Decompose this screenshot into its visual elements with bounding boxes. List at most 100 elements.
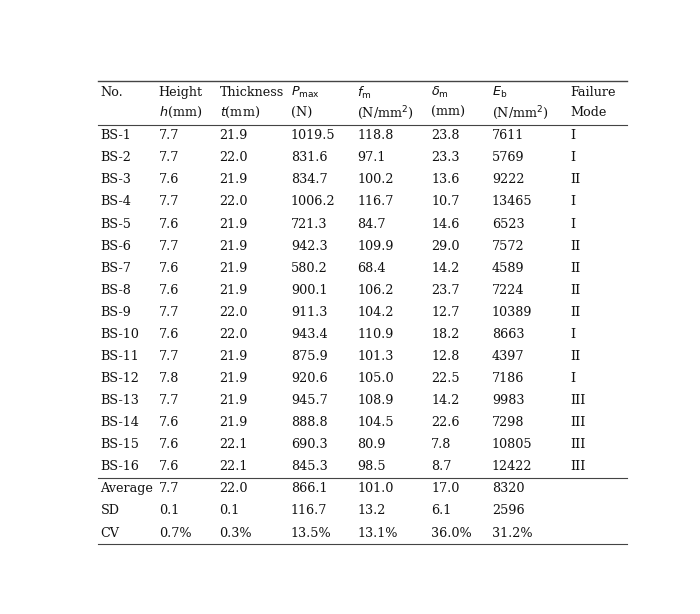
Text: I: I bbox=[570, 130, 575, 142]
Text: 10389: 10389 bbox=[492, 306, 533, 319]
Text: BS-15: BS-15 bbox=[101, 438, 139, 451]
Text: 106.2: 106.2 bbox=[357, 284, 393, 297]
Text: 7.7: 7.7 bbox=[159, 306, 179, 319]
Text: BS-14: BS-14 bbox=[101, 416, 139, 429]
Text: BS-4: BS-4 bbox=[101, 195, 132, 209]
Text: 21.9: 21.9 bbox=[220, 173, 248, 187]
Text: 7298: 7298 bbox=[492, 416, 524, 429]
Text: 18.2: 18.2 bbox=[431, 328, 459, 341]
Text: 7.6: 7.6 bbox=[159, 328, 179, 341]
Text: 831.6: 831.6 bbox=[291, 151, 328, 165]
Text: 36.0%: 36.0% bbox=[431, 527, 472, 540]
Text: 0.1: 0.1 bbox=[159, 505, 179, 518]
Text: 4589: 4589 bbox=[492, 262, 524, 274]
Text: 7.6: 7.6 bbox=[159, 262, 179, 274]
Text: No.: No. bbox=[101, 86, 123, 99]
Text: (N/mm$^2$): (N/mm$^2$) bbox=[492, 104, 549, 122]
Text: 8663: 8663 bbox=[492, 328, 524, 341]
Text: 888.8: 888.8 bbox=[291, 416, 328, 429]
Text: 22.1: 22.1 bbox=[220, 460, 248, 473]
Text: 12422: 12422 bbox=[492, 460, 533, 473]
Text: 8320: 8320 bbox=[492, 483, 524, 495]
Text: II: II bbox=[570, 173, 580, 187]
Text: 866.1: 866.1 bbox=[291, 483, 328, 495]
Text: 12.7: 12.7 bbox=[431, 306, 459, 319]
Text: Thickness: Thickness bbox=[220, 86, 284, 99]
Text: 116.7: 116.7 bbox=[291, 505, 328, 518]
Text: 7572: 7572 bbox=[492, 239, 524, 252]
Text: 110.9: 110.9 bbox=[357, 328, 393, 341]
Text: 14.2: 14.2 bbox=[431, 262, 459, 274]
Text: BS-3: BS-3 bbox=[101, 173, 132, 187]
Text: 23.7: 23.7 bbox=[431, 284, 460, 297]
Text: 945.7: 945.7 bbox=[291, 394, 328, 407]
Text: 9222: 9222 bbox=[492, 173, 524, 187]
Text: (N): (N) bbox=[291, 106, 312, 119]
Text: I: I bbox=[570, 151, 575, 165]
Text: Mode: Mode bbox=[570, 106, 606, 119]
Text: Failure: Failure bbox=[570, 86, 615, 99]
Text: 21.9: 21.9 bbox=[220, 416, 248, 429]
Text: BS-11: BS-11 bbox=[101, 350, 139, 363]
Text: 5769: 5769 bbox=[492, 151, 524, 165]
Text: 13.5%: 13.5% bbox=[291, 527, 332, 540]
Text: 68.4: 68.4 bbox=[357, 262, 386, 274]
Text: 14.2: 14.2 bbox=[431, 394, 459, 407]
Text: I: I bbox=[570, 195, 575, 209]
Text: 690.3: 690.3 bbox=[291, 438, 328, 451]
Text: 834.7: 834.7 bbox=[291, 173, 328, 187]
Text: III: III bbox=[570, 416, 585, 429]
Text: 17.0: 17.0 bbox=[431, 483, 459, 495]
Text: $t$(mm): $t$(mm) bbox=[220, 106, 260, 120]
Text: Average: Average bbox=[101, 483, 153, 495]
Text: I: I bbox=[570, 328, 575, 341]
Text: 101.0: 101.0 bbox=[357, 483, 393, 495]
Text: BS-6: BS-6 bbox=[101, 239, 132, 252]
Text: 7.6: 7.6 bbox=[159, 460, 179, 473]
Text: (N/mm$^2$): (N/mm$^2$) bbox=[357, 104, 414, 122]
Text: CV: CV bbox=[101, 527, 120, 540]
Text: 104.2: 104.2 bbox=[357, 306, 393, 319]
Text: Height: Height bbox=[159, 86, 203, 99]
Text: 580.2: 580.2 bbox=[291, 262, 328, 274]
Text: 12.8: 12.8 bbox=[431, 350, 459, 363]
Text: 80.9: 80.9 bbox=[357, 438, 386, 451]
Text: 21.9: 21.9 bbox=[220, 284, 248, 297]
Text: 21.9: 21.9 bbox=[220, 372, 248, 385]
Text: 7.6: 7.6 bbox=[159, 217, 179, 231]
Text: 23.3: 23.3 bbox=[431, 151, 460, 165]
Text: 22.0: 22.0 bbox=[220, 151, 248, 165]
Text: III: III bbox=[570, 394, 585, 407]
Text: 8.7: 8.7 bbox=[431, 460, 452, 473]
Text: 29.0: 29.0 bbox=[431, 239, 460, 252]
Text: 22.0: 22.0 bbox=[220, 328, 248, 341]
Text: 0.7%: 0.7% bbox=[159, 527, 191, 540]
Text: 101.3: 101.3 bbox=[357, 350, 393, 363]
Text: 2596: 2596 bbox=[492, 505, 524, 518]
Text: III: III bbox=[570, 460, 585, 473]
Text: 22.0: 22.0 bbox=[220, 483, 248, 495]
Text: BS-2: BS-2 bbox=[101, 151, 132, 165]
Text: 116.7: 116.7 bbox=[357, 195, 393, 209]
Text: BS-13: BS-13 bbox=[101, 394, 139, 407]
Text: 84.7: 84.7 bbox=[357, 217, 386, 231]
Text: 845.3: 845.3 bbox=[291, 460, 328, 473]
Text: 97.1: 97.1 bbox=[357, 151, 386, 165]
Text: II: II bbox=[570, 306, 580, 319]
Text: 875.9: 875.9 bbox=[291, 350, 328, 363]
Text: 23.8: 23.8 bbox=[431, 130, 460, 142]
Text: 942.3: 942.3 bbox=[291, 239, 328, 252]
Text: 21.9: 21.9 bbox=[220, 239, 248, 252]
Text: BS-16: BS-16 bbox=[101, 460, 139, 473]
Text: 7.7: 7.7 bbox=[159, 130, 179, 142]
Text: 105.0: 105.0 bbox=[357, 372, 393, 385]
Text: 6523: 6523 bbox=[492, 217, 524, 231]
Text: II: II bbox=[570, 350, 580, 363]
Text: 22.0: 22.0 bbox=[220, 306, 248, 319]
Text: 7.7: 7.7 bbox=[159, 350, 179, 363]
Text: 7.6: 7.6 bbox=[159, 438, 179, 451]
Text: BS-7: BS-7 bbox=[101, 262, 132, 274]
Text: 7186: 7186 bbox=[492, 372, 524, 385]
Text: 21.9: 21.9 bbox=[220, 394, 248, 407]
Text: 7.7: 7.7 bbox=[159, 483, 179, 495]
